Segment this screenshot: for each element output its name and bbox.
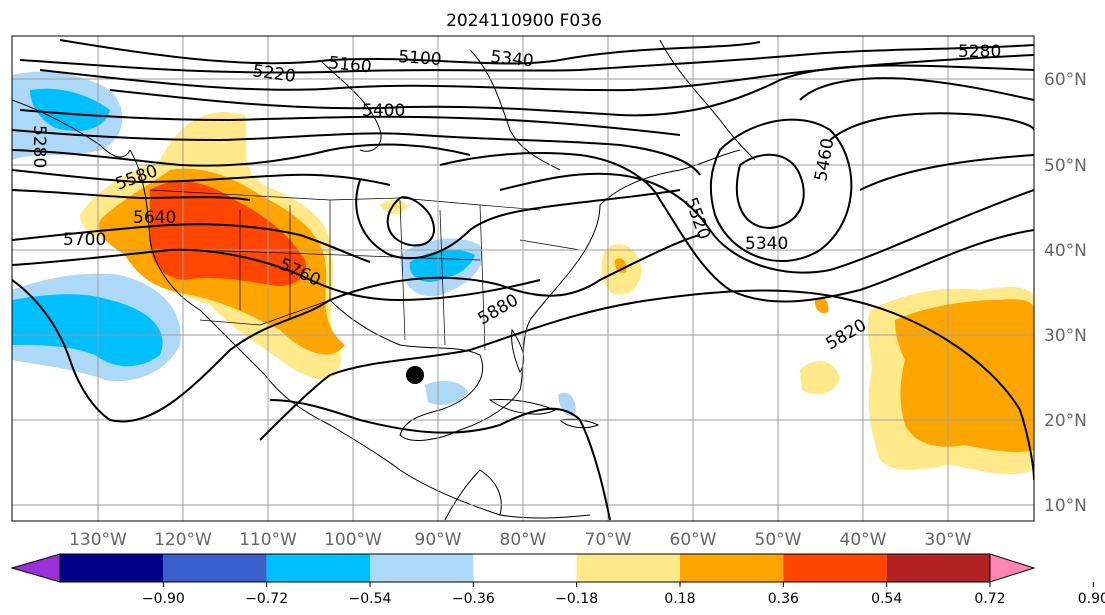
colorbar-tick-label: −0.72	[245, 591, 288, 607]
colorbar-tick-label: 0.72	[974, 591, 1005, 607]
lat-label: 40°N	[1044, 241, 1087, 261]
lat-label: 20°N	[1044, 411, 1087, 431]
colorbar-tick-label: −0.36	[452, 591, 495, 607]
colorbar-extend-low	[10, 553, 61, 583]
fill-yellow-lakes	[380, 199, 408, 215]
fill-redorange-west	[149, 181, 306, 286]
anomaly-fills	[12, 71, 1034, 475]
lon-label: 90°W	[415, 530, 462, 550]
fill-cyan-pacific	[12, 294, 163, 367]
map-title: 2024110900 F036	[446, 11, 602, 31]
lat-label: 30°N	[1044, 326, 1087, 346]
colorbar-segment	[473, 554, 577, 582]
fill-cyan-nw	[30, 88, 110, 131]
contour-label: 5400	[362, 101, 405, 121]
lat-label: 50°N	[1044, 156, 1087, 176]
fill-orange-east	[895, 299, 1034, 453]
contour-label: 5700	[63, 230, 106, 250]
lon-label: 70°W	[585, 530, 632, 550]
colorbar-extend-high	[989, 553, 1036, 583]
colorbar-segment	[886, 554, 990, 582]
colorbar-segment	[266, 554, 370, 582]
colorbar-tick-label: 0.90	[1078, 591, 1105, 607]
longitude-labels: 130°W 120°W 110°W 100°W 90°W 80°W 70°W 6…	[69, 530, 972, 550]
contour-label: 5340	[489, 47, 534, 71]
colorbar-segment	[370, 554, 474, 582]
lon-label: 130°W	[69, 530, 127, 550]
colorbar-segment	[783, 554, 887, 582]
colorbar-segment	[680, 554, 784, 582]
lat-label: 10°N	[1044, 496, 1087, 516]
lon-label: 80°W	[500, 530, 547, 550]
contour-label: 5640	[133, 208, 176, 228]
colorbar-tick-label: −0.54	[349, 591, 392, 607]
lon-label: 40°W	[840, 530, 887, 550]
contour-label: 5280	[958, 42, 1001, 62]
colorbar-frame	[59, 553, 991, 583]
colorbar-segment	[163, 554, 267, 582]
graticule	[12, 36, 1034, 521]
lon-label: 110°W	[239, 530, 297, 550]
fill-yellow-east2	[800, 361, 840, 395]
lat-label: 60°N	[1044, 70, 1087, 90]
lon-label: 30°W	[925, 530, 972, 550]
colorbar-tick-label: −0.18	[555, 591, 598, 607]
lon-label: 120°W	[154, 530, 212, 550]
lon-label: 50°W	[755, 530, 802, 550]
colorbar: −0.90 −0.72 −0.54 −0.36 −0.18 0.18 0.36 0.54 0.7…	[10, 553, 1105, 607]
colorbar-tick-label: 0.54	[871, 591, 902, 607]
map-frame	[11, 35, 1035, 522]
colorbar-tick-label: 0.18	[664, 591, 695, 607]
contour-label: 5280	[29, 125, 49, 168]
storm-center-dot	[406, 366, 424, 384]
contour-label: 5340	[745, 234, 788, 254]
colorbar-tick-label: −0.90	[142, 591, 185, 607]
lon-label: 100°W	[324, 530, 382, 550]
fill-orange-east3	[814, 297, 829, 314]
colorbar-tick-label: 0.36	[768, 591, 799, 607]
fill-lightblue-caribbean	[558, 392, 576, 417]
contour-label: 5100	[398, 47, 443, 70]
colorbar-segment	[576, 554, 680, 582]
lon-label: 60°W	[670, 530, 717, 550]
fill-lightblue-gulf	[425, 380, 468, 405]
colorbar-segment	[60, 554, 164, 582]
height-contours	[12, 39, 1034, 521]
contour-label: 5160	[327, 53, 372, 77]
latitude-labels: 60°N 50°N 40°N 30°N 20°N 10°N	[1044, 70, 1087, 516]
